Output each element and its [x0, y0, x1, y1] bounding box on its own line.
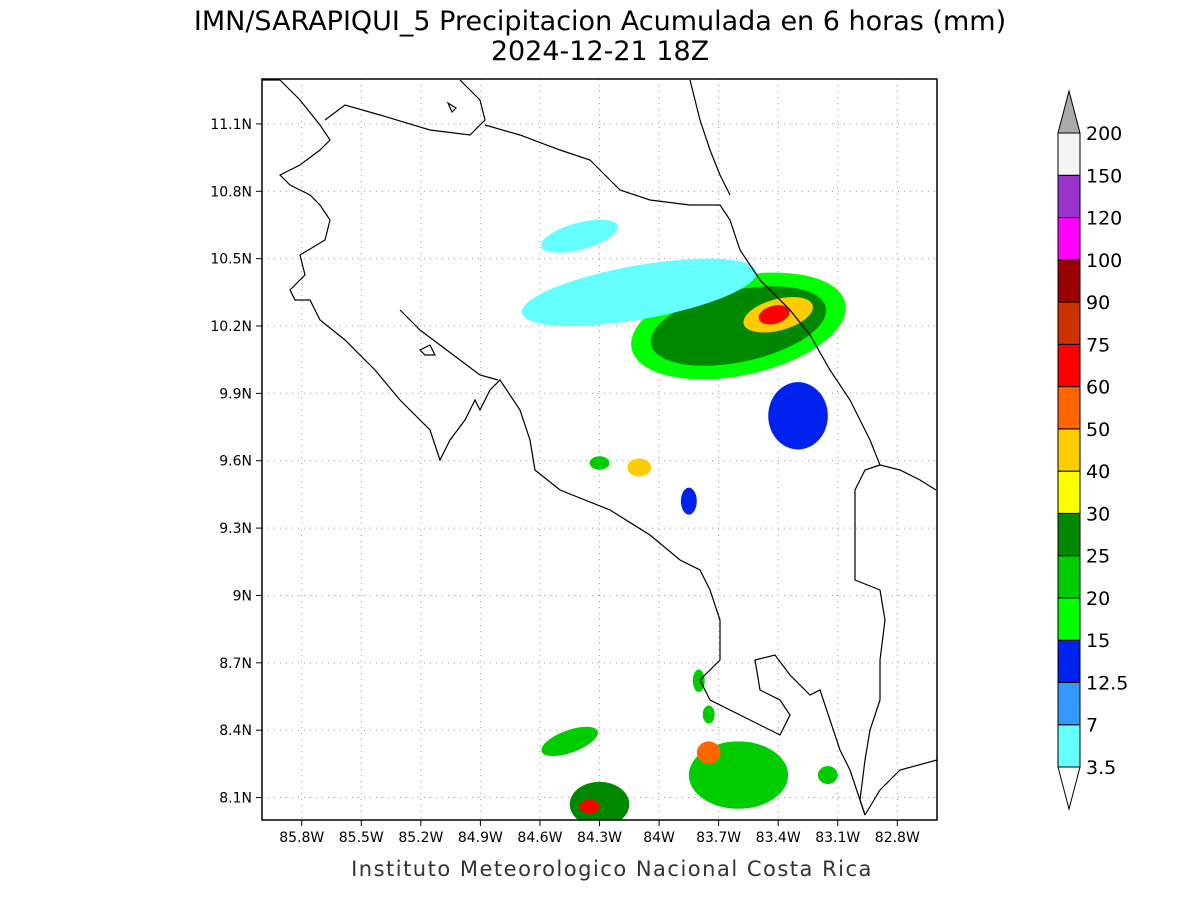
precip-cell-11 — [696, 741, 721, 764]
colorbar-swatch-2 — [1057, 639, 1081, 683]
y-tick-label-7: 9N — [233, 588, 252, 604]
colorbar-label-0: 3.5 — [1086, 757, 1116, 779]
precip-cell-5 — [768, 382, 828, 450]
colorbar-label-15: 200 — [1086, 123, 1122, 145]
x-tick-label-5: 84.3W — [577, 830, 622, 846]
y-tick-label-1: 10.8N — [210, 184, 252, 200]
colorbar: 3.5 7 12.5 15 20 25 30 40 50 60 75 90 100 120 150 200 — [1057, 89, 1128, 811]
colorbar-under-arrow — [1057, 766, 1081, 811]
colorbar-label-11: 90 — [1086, 292, 1110, 314]
precip-cell-3 — [758, 305, 790, 325]
border-nicaragua — [262, 79, 731, 196]
precip-cell-8 — [589, 456, 610, 470]
colorbar-label-2: 12.5 — [1086, 672, 1128, 694]
colorbar-swatch-1 — [1057, 681, 1081, 726]
precip-cell-9 — [680, 487, 697, 515]
colorbar-swatch-7 — [1057, 428, 1081, 472]
y-axis: 11.1N 10.8N 10.5N 10.2N 9.9N 9.6N 9.3N 9N 8.7N 8.… — [210, 117, 262, 807]
precip-cell-6 — [541, 219, 619, 253]
precip-cell-4 — [521, 258, 757, 326]
colorbar-label-13: 120 — [1086, 208, 1122, 230]
x-tick-label-7: 83.7W — [696, 830, 741, 846]
y-tick-label-5: 9.6N — [219, 454, 252, 470]
coastline-panama-south — [864, 759, 937, 816]
colorbar-label-5: 25 — [1086, 546, 1110, 568]
x-tick-label-8: 83.4W — [756, 830, 801, 846]
colorbar-swatch-9 — [1057, 343, 1081, 388]
y-tick-label-2: 10.5N — [210, 252, 252, 268]
precip-cell-16 — [692, 669, 705, 693]
x-tick-label-4: 84.6W — [517, 830, 562, 846]
colorbar-over-arrow — [1057, 89, 1081, 134]
x-tick-label-10: 82.8W — [875, 830, 920, 846]
colorbar-swatch-4 — [1057, 555, 1081, 599]
x-tick-label-9: 83.1W — [815, 830, 860, 846]
colorbar-label-9: 60 — [1086, 377, 1110, 399]
precip-cell-7 — [627, 458, 652, 477]
colorbar-label-7: 40 — [1086, 461, 1110, 483]
colorbar-label-12: 100 — [1086, 250, 1122, 272]
y-tick-label-0: 11.1N — [210, 117, 252, 133]
island-north — [446, 101, 457, 114]
coastline — [262, 79, 937, 816]
y-tick-label-9: 8.4N — [219, 723, 252, 739]
colorbar-swatch-11 — [1057, 259, 1081, 303]
colorbar-swatch-6 — [1057, 470, 1081, 514]
x-tick-label-6: 84W — [643, 830, 675, 846]
colorbar-swatch-13 — [1057, 174, 1081, 219]
colorbar-label-3: 15 — [1086, 630, 1110, 652]
map-title: IMN/SARAPIQUI_5 Precipitacion Acumulada … — [194, 6, 1006, 37]
colorbar-swatch-14 — [1057, 132, 1081, 176]
y-tick-label-6: 9.3N — [219, 521, 252, 537]
x-axis: 85.8W 85.5W 85.2W 84.9W 84.6W 84.3W 84W 83.7W 83… — [279, 820, 920, 846]
coastline-pacific-north — [278, 79, 866, 816]
y-tick-label-4: 9.9N — [219, 386, 252, 402]
colorbar-label-8: 50 — [1086, 419, 1110, 441]
colorbar-swatch-12 — [1057, 217, 1081, 261]
map-frame — [261, 78, 938, 821]
y-tick-label-8: 8.7N — [219, 656, 252, 672]
y-tick-label-10: 8.1N — [219, 791, 252, 807]
colorbar-label-4: 20 — [1086, 588, 1110, 610]
colorbar-swatch-5 — [1057, 512, 1081, 557]
colorbar-swatch-10 — [1057, 301, 1081, 345]
x-tick-label-0: 85.8W — [279, 830, 324, 846]
credit-label: Instituto Meteorologico Nacional Costa R… — [351, 857, 873, 881]
coastline-caribbean — [324, 79, 937, 491]
colorbar-label-1: 7 — [1086, 715, 1098, 737]
map-grid — [262, 79, 937, 820]
colorbar-swatch-3 — [1057, 597, 1081, 641]
colorbar-label-10: 75 — [1086, 334, 1110, 356]
x-tick-label-3: 84.9W — [458, 830, 503, 846]
colorbar-label-6: 30 — [1086, 503, 1110, 525]
coastline-nicoya-gulf — [399, 309, 499, 381]
map-subtitle: 2024-12-21 18Z — [491, 36, 709, 67]
precip-cell-17 — [702, 705, 715, 724]
precip-cell-13 — [579, 799, 600, 814]
y-tick-label-3: 10.2N — [210, 319, 252, 335]
colorbar-label-14: 150 — [1086, 165, 1122, 187]
precip-cell-14 — [541, 726, 598, 757]
precipitation-field — [521, 219, 846, 820]
x-tick-label-2: 85.2W — [398, 830, 443, 846]
colorbar-swatch-0 — [1057, 724, 1081, 768]
border-panama — [854, 464, 886, 816]
colorbar-swatch-8 — [1057, 386, 1081, 430]
precip-cell-15 — [817, 766, 838, 785]
x-tick-label-1: 85.5W — [339, 830, 384, 846]
